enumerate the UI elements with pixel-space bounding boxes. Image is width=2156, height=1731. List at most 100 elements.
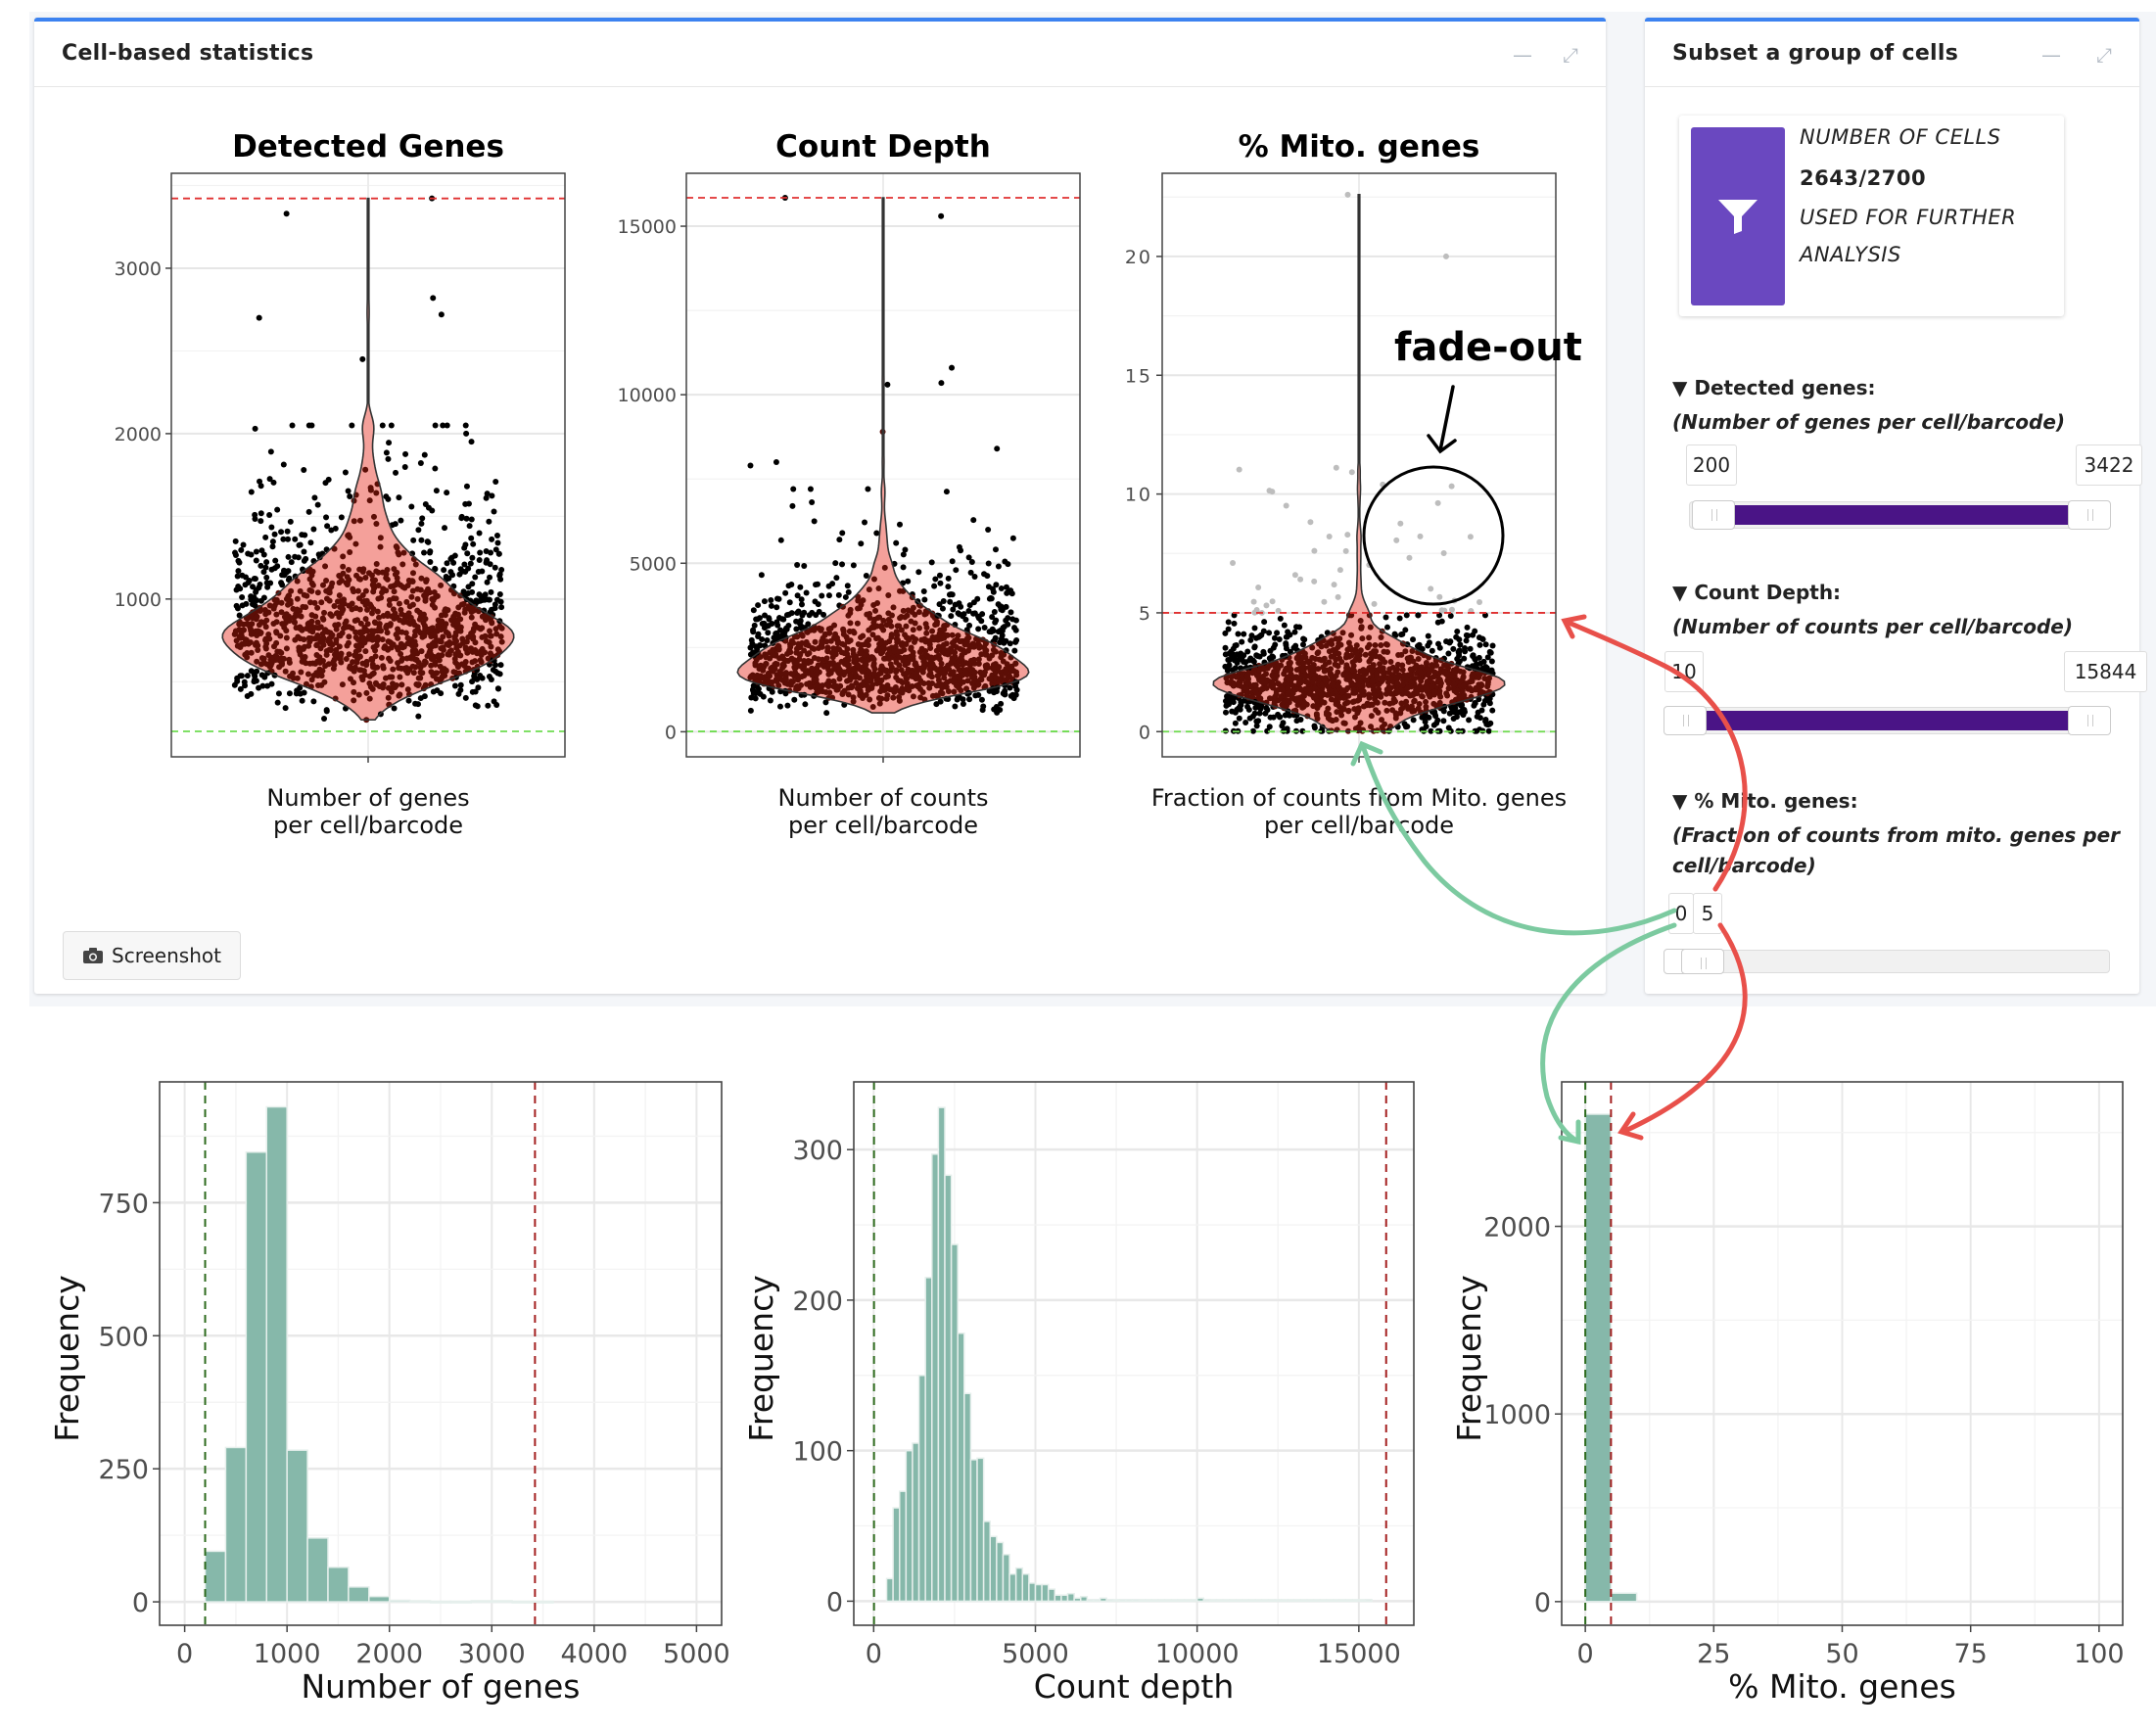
histogram-bar (1034, 1583, 1043, 1603)
histogram-bar (1274, 1599, 1283, 1603)
filter-label-detected-genes: ▼ Detected genes: (1672, 376, 1876, 399)
histogram-bar (1610, 1592, 1638, 1603)
histogram-bar (1145, 1599, 1153, 1603)
screenshot-button[interactable]: Screenshot (63, 931, 241, 980)
filter-label-text: % Mito. genes: (1694, 789, 1858, 813)
histogram-bar (885, 1577, 894, 1603)
histogram-bar (1260, 1599, 1270, 1603)
histogram-bar (1222, 1599, 1231, 1603)
x-tick-label: 0 (176, 1639, 193, 1669)
mito-slider[interactable] (1664, 949, 2110, 974)
camera-icon (83, 948, 104, 963)
x-tick-label: 0 (866, 1639, 882, 1669)
slider-min-handle[interactable] (1692, 500, 1735, 530)
screenshot-label: Screenshot (112, 944, 221, 967)
histogram-bar (1332, 1599, 1340, 1603)
histogram-bar (1190, 1599, 1198, 1603)
x-tick-label: 50 (1825, 1639, 1858, 1669)
histogram-bar (1054, 1594, 1062, 1603)
y-tick-label: 750 (98, 1189, 149, 1219)
histogram-bar (388, 1599, 411, 1603)
histogram-bar (989, 1535, 998, 1603)
plot-border (853, 1081, 1415, 1626)
histogram-bar (1138, 1599, 1147, 1603)
slider-min-handle[interactable] (1664, 706, 1707, 735)
histogram-bar (937, 1106, 946, 1603)
x-tick-label: 4000 (560, 1639, 628, 1669)
slider-max-handle[interactable] (2068, 500, 2111, 530)
card-line1: NUMBER OF CELLS (1800, 125, 2001, 149)
detected-genes-min-value[interactable]: 200 (1686, 444, 1737, 486)
minimize-icon[interactable]: — (2041, 43, 2061, 67)
y-tick-label: 500 (98, 1322, 149, 1352)
y-tick-label: 1000 (1483, 1400, 1551, 1430)
histogram-bar (224, 1446, 248, 1603)
count-depth-slider[interactable] (1664, 706, 2111, 735)
histogram-bar (1242, 1599, 1250, 1603)
histogram-bar (1002, 1553, 1010, 1603)
histogram-bar (931, 1153, 940, 1603)
plot-panel (1562, 1082, 2123, 1625)
histogram-bar (944, 1174, 953, 1603)
histogram-bar (892, 1507, 901, 1603)
y-tick-label: 0 (132, 1588, 149, 1618)
histogram-bar (1254, 1599, 1263, 1603)
histogram-bar (1177, 1599, 1186, 1603)
detected-genes-max-value[interactable]: 3422 (2076, 444, 2142, 486)
histogram-bar (982, 1520, 991, 1603)
slider-fill (1714, 505, 2109, 525)
histogram-bar (1170, 1599, 1179, 1603)
funnel-icon: ▼ (1672, 376, 1688, 399)
y-tick-label: 200 (792, 1287, 843, 1317)
histogram-bar (1351, 1599, 1360, 1603)
mito-max-value[interactable]: 5 (1693, 893, 1722, 934)
histogram: 0 5000 10000 15000 0 100 200 300 Count depth Freq… (742, 1081, 1415, 1706)
card-line4: ANALYSIS (1800, 243, 1901, 266)
y-tick-label: 300 (792, 1136, 843, 1166)
histogram-bar (449, 1600, 473, 1604)
histogram-bar (1312, 1599, 1321, 1603)
mito-min-value[interactable]: 0 (1668, 893, 1694, 934)
slider-max-handle[interactable] (1681, 949, 1724, 974)
x-axis-label: Count depth (1034, 1667, 1235, 1706)
plot-panel (160, 1082, 722, 1625)
histogram-bar (1105, 1599, 1114, 1603)
filter-label-text: Count Depth: (1694, 581, 1842, 604)
funnel-icon: ▼ (1672, 581, 1688, 604)
plot-border (159, 1081, 723, 1626)
x-tick-label: 1000 (254, 1639, 321, 1669)
filter-label-mito-genes: ▼ % Mito. genes: (1672, 789, 1858, 813)
slider-max-handle[interactable] (2068, 706, 2111, 735)
histogram-bar (917, 1375, 926, 1603)
minimize-icon[interactable]: — (1513, 43, 1532, 67)
x-tick-label: 100 (2074, 1639, 2125, 1669)
filter-label-count-depth: ▼ Count Depth: (1672, 581, 1841, 604)
card-line3: USED FOR FURTHER (1800, 206, 2017, 229)
histogram-bar (1358, 1599, 1367, 1603)
expand-icon[interactable]: ⤢ (1563, 43, 1578, 67)
histogram-bar (1008, 1572, 1017, 1603)
histogram-bar (1157, 1599, 1166, 1603)
histogram-bar (1195, 1597, 1205, 1603)
histogram-bar (1215, 1599, 1224, 1603)
histogram-bar (1202, 1599, 1211, 1603)
histogram-bar (1228, 1599, 1238, 1603)
box-title: Subset a group of cells (1672, 41, 1959, 66)
count-depth-min-value[interactable]: 10 (1664, 651, 1704, 692)
x-tick-label: 3000 (458, 1639, 526, 1669)
histogram-bar (1125, 1599, 1134, 1603)
histogram-bar (1209, 1599, 1218, 1603)
histogram-bar (245, 1151, 268, 1603)
histogram-bar (511, 1600, 534, 1604)
histogram-bar (1584, 1113, 1613, 1603)
filter-label-text: Detected genes: (1694, 376, 1876, 399)
histogram-bar (976, 1457, 985, 1603)
count-depth-max-value[interactable]: 15844 (2064, 651, 2147, 692)
histogram-bar (1299, 1599, 1308, 1603)
expand-icon[interactable]: ⤢ (2096, 43, 2112, 67)
histogram-bar (1099, 1597, 1107, 1603)
filter-sublabel: (Number of counts per cell/barcode) (1672, 615, 2074, 638)
detected-genes-slider[interactable] (1689, 500, 2111, 530)
y-tick-label: 2000 (1483, 1213, 1551, 1243)
